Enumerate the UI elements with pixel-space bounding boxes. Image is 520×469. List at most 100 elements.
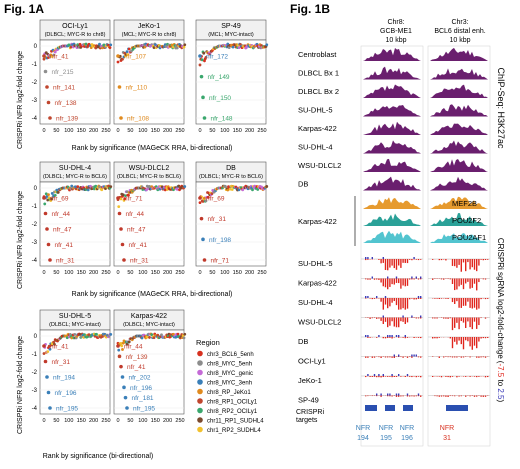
crispr-bar [389,396,390,397]
legend-label: chr8_MYC_5enh [207,362,252,368]
crispr-bar [365,259,366,260]
crispr-bar [416,337,417,338]
crispr-target-box [403,405,413,411]
crispr-bar [465,318,466,329]
crispr-bar [405,298,406,310]
panel-4: SU-DHL-4(DLBCL; MYC-R to BCL6)0-1-2-3-40… [32,162,112,276]
crispr-bar [407,396,408,397]
crispr-bar [400,357,401,358]
row3-ylabel: CRISPRi NFR log2-fold change [17,336,24,434]
crispr-bar [469,279,470,289]
crispr-bar [407,298,408,309]
crispr-bar-up [420,316,421,318]
row1-ylabel: CRISPRi NFR log2-fold change [17,51,24,149]
chip-track-label: Centroblast [298,50,337,59]
crispr-bar [391,357,392,358]
crispr-track-label: SP-49 [298,396,319,405]
crispr-bar [463,279,464,290]
crispr-bar [447,279,448,280]
crispr-bar [369,337,370,338]
crispr-bar [452,337,453,348]
crispr-bar [436,396,437,397]
crispr-bar [411,298,412,299]
crispr-track-label: JeKo-1 [298,376,322,385]
crispr-bar-up [420,296,421,298]
x-tick-label: 0 [198,270,201,276]
y-tick-label: -3 [32,240,38,246]
crispr-bar [409,279,410,280]
crispr-bar [409,259,410,260]
crispr-bar [387,279,388,290]
crispr-bar [456,357,457,358]
outlier-point [118,355,122,359]
y-tick-label: -2 [32,222,38,228]
x-tick-label: 150 [151,128,160,134]
row2-xlabel: Rank by significance (MAGeCK RRA, bi-dir… [72,291,233,298]
crispr-bar [391,279,392,285]
panel-name: SU-DHL-4 [59,165,91,172]
crispr-bar [441,396,442,397]
outlier-label: nfr_41 [50,344,69,351]
crispr-bar [434,396,435,397]
crispr-bar [456,376,457,377]
tf-track-label: POU2F2 [452,216,481,225]
outlier-point [201,238,205,242]
outlier-point [118,85,122,89]
crispr-bar [413,396,414,397]
outlier-label: nfr_202 [129,375,151,382]
data-point [128,48,131,51]
x-tick-label: 100 [138,270,147,276]
crispr-bar [394,318,395,327]
crispr-bar [389,337,390,338]
crispr-bar [478,279,479,283]
crispr-bar [389,357,390,358]
crispr-bar [458,259,459,265]
crispr-bar [402,357,403,358]
crispr-bar [439,357,440,358]
outlier-point [118,212,122,216]
crispr-bar [389,298,390,306]
x-tick-label: 150 [233,128,242,134]
crispr-bar [385,337,386,338]
crispr-bar-up [391,374,392,376]
y-tick-label: -3 [32,98,38,104]
crispr-bar [387,396,388,397]
crispr-bar-up [380,394,381,396]
crispr-bar [474,279,475,284]
data-point [46,350,49,353]
signal-peaks [430,85,488,98]
crispr-bar [391,259,392,266]
crispr-bar [400,279,401,289]
data-point [183,336,186,339]
crispr-bar [416,259,417,260]
crispr-bar [480,357,481,358]
x-tick-label: 200 [163,418,172,424]
crispr-bar-up [378,335,379,337]
crispr-track-label: SU-DHL-4 [298,298,333,307]
crispr-bar [485,318,486,319]
crispr-bar [450,279,451,280]
crispr-bar [478,376,479,377]
crispr-bar [463,259,464,262]
crispr-bar [480,396,481,397]
crispr-bar [387,337,388,338]
crispr-bar [413,298,414,299]
outlier-label: nfr_69 [206,196,225,203]
outlier-label: nfr_196 [55,390,77,397]
outlier-point [200,217,204,221]
crispr-bar [367,318,368,319]
x-tick-label: 50 [53,418,59,424]
crispr-bar-up [383,257,384,259]
x-tick-label: 250 [101,418,110,424]
crispr-bar [480,337,481,338]
crispr-bar-up [416,355,417,357]
data-point [57,191,60,194]
panel-name: DB [226,165,236,172]
crispr-bar [400,396,401,397]
crispr-bar [383,376,384,377]
crispr-bar [480,318,481,319]
crispr-bar [398,318,399,328]
crispr-bar [461,298,462,308]
crispr-bar [411,259,412,260]
